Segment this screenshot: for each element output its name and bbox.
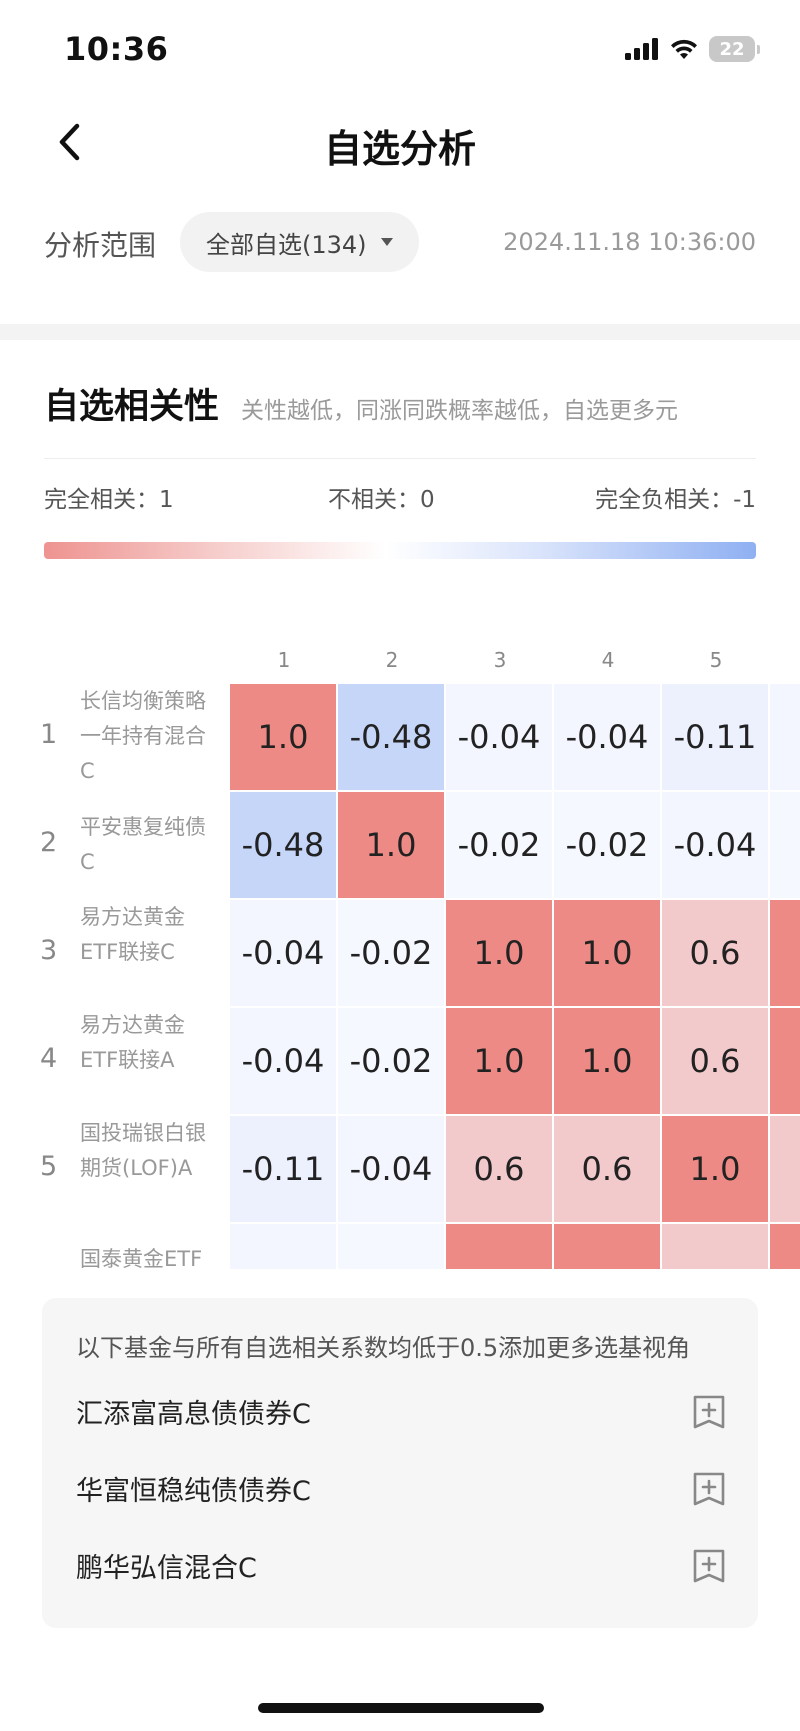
- status-bar: 10:36 22: [0, 0, 800, 100]
- heatmap-cell[interactable]: -0.02: [338, 900, 444, 1006]
- heatmap-cell[interactable]: -0.02: [338, 1008, 444, 1114]
- heatmap-cell[interactable]: [770, 792, 800, 898]
- heatmap-cell[interactable]: -0.11: [230, 1116, 336, 1222]
- section-title: 自选相关性: [44, 387, 220, 427]
- back-button[interactable]: [44, 116, 96, 168]
- heatmap-row-index: 4: [40, 1043, 58, 1074]
- caret-down-icon: [380, 238, 393, 246]
- heatmap-cell[interactable]: 1.0: [554, 900, 660, 1006]
- range-label: 分析范围: [44, 229, 157, 262]
- range-selector[interactable]: 全部自选(134): [180, 212, 419, 272]
- recommend-fund-name: 汇添富高息债债券C: [76, 1398, 311, 1430]
- heatmap-cell[interactable]: -0.04: [230, 1008, 336, 1114]
- heatmap-cell[interactable]: [662, 1224, 768, 1269]
- battery-level: 22: [719, 38, 745, 60]
- heatmap-cell[interactable]: 0.6: [662, 900, 768, 1006]
- page-title: 自选分析: [323, 127, 476, 171]
- heatmap-cell[interactable]: -0.04: [554, 684, 660, 790]
- heatmap-cell[interactable]: [446, 1224, 552, 1269]
- legend-gradient-bar: [44, 542, 756, 559]
- heatmap-cell[interactable]: [554, 1224, 660, 1269]
- analysis-timestamp: 2024.11.18 10:36:00: [503, 228, 756, 256]
- status-icons: 22: [625, 34, 760, 64]
- heatmap-row-name: 国投瑞银白银期货(LOF)A: [80, 1121, 206, 1180]
- legend-negative: 完全负相关：-1: [595, 487, 756, 513]
- heatmap-cell[interactable]: 1.0: [230, 684, 336, 790]
- heatmap-cell[interactable]: -0.48: [338, 684, 444, 790]
- heatmap-column-index: 5: [709, 648, 723, 672]
- divider: [44, 458, 756, 459]
- heatmap-cell[interactable]: [230, 1224, 336, 1269]
- home-indicator: [258, 1703, 544, 1713]
- heatmap-row-index: 1: [40, 719, 58, 750]
- heatmap-column-index: 2: [385, 648, 399, 672]
- heatmap-row-name: 国泰黄金ETF: [80, 1247, 203, 1269]
- legend-positive: 完全相关：1: [44, 487, 174, 513]
- recommend-tip: 以下基金与所有自选相关系数均低于0.5添加更多选基视角: [76, 1334, 691, 1362]
- analysis-range-row: 分析范围 全部自选(134) 2024.11.18 10:36:00: [0, 210, 800, 274]
- heatmap-cell[interactable]: -0.04: [230, 900, 336, 1006]
- heatmap-cell[interactable]: 1.0: [554, 1008, 660, 1114]
- heatmap-row-index: 2: [40, 827, 58, 858]
- heatmap-cell[interactable]: [770, 900, 800, 1006]
- battery-icon: 22: [709, 36, 755, 62]
- heatmap-row-name: 易方达黄金ETF联接A: [80, 1013, 185, 1072]
- heatmap-cell[interactable]: [770, 1224, 800, 1269]
- heatmap-cell[interactable]: 1.0: [446, 900, 552, 1006]
- bookmark-add-icon[interactable]: [692, 1548, 726, 1584]
- heatmap-cell[interactable]: -0.02: [446, 792, 552, 898]
- heatmap-row-name: 易方达黄金ETF联接C: [80, 905, 185, 964]
- range-selector-value: 全部自选(134): [206, 230, 367, 259]
- heatmap-row-index: 5: [40, 1151, 58, 1182]
- recommend-item[interactable]: 汇添富高息债债券C: [76, 1381, 726, 1441]
- bookmark-add-icon[interactable]: [692, 1471, 726, 1507]
- recommend-item[interactable]: 鹏华弘信混合C: [76, 1535, 726, 1595]
- heatmap-cell[interactable]: -0.48: [230, 792, 336, 898]
- heatmap-column-index: 4: [601, 648, 615, 672]
- section-subtitle: 关性越低，同涨同跌概率越低，自选更多元: [241, 398, 679, 424]
- heatmap-column-index: 1: [277, 648, 291, 672]
- heatmap-cell[interactable]: -0.04: [446, 684, 552, 790]
- battery-cap: [757, 44, 760, 54]
- recommend-fund-name: 华富恒稳纯债债券C: [76, 1475, 311, 1507]
- heatmap-cell[interactable]: [770, 684, 800, 790]
- heatmap-cell[interactable]: 1.0: [446, 1008, 552, 1114]
- heatmap-cell[interactable]: 0.6: [554, 1116, 660, 1222]
- recommend-card: 以下基金与所有自选相关系数均低于0.5添加更多选基视角 汇添富高息债债券C 华富…: [42, 1298, 758, 1628]
- heatmap-column-index: 3: [493, 648, 507, 672]
- heatmap-cell[interactable]: 0.6: [662, 1008, 768, 1114]
- wifi-icon: [671, 39, 697, 59]
- heatmap-cell[interactable]: 1.0: [338, 792, 444, 898]
- heatmap-cell[interactable]: -0.02: [554, 792, 660, 898]
- nav-bar: 自选分析: [0, 100, 800, 186]
- section-separator: [0, 324, 800, 340]
- recommend-fund-name: 鹏华弘信混合C: [76, 1552, 257, 1584]
- heatmap-cell[interactable]: [338, 1224, 444, 1269]
- correlation-heatmap[interactable]: 1.0 -0.48 -0.04 -0.04 -0.11 -0.48 1.0 -0.02 -0.0…: [230, 684, 800, 1269]
- recommend-item[interactable]: 华富恒稳纯债债券C: [76, 1458, 726, 1518]
- status-time: 10:36: [64, 30, 169, 68]
- correlation-legend: 完全相关：1 不相关：0 完全负相关：-1: [44, 480, 756, 516]
- signal-icon: [625, 38, 658, 60]
- heatmap-cell[interactable]: -0.04: [338, 1116, 444, 1222]
- heatmap-cell[interactable]: [770, 1008, 800, 1114]
- heatmap-cell[interactable]: -0.04: [662, 792, 768, 898]
- heatmap-row-labels: 1 长信均衡策略一年持有混合C 2 平安惠复纯债C 3 易方达黄金ETF联接C 4 易方达黄金…: [0, 684, 230, 1269]
- chevron-left-icon: [59, 123, 80, 161]
- heatmap-cell[interactable]: [770, 1116, 800, 1222]
- heatmap-row-name: 长信均衡策略一年持有混合C: [80, 689, 206, 783]
- heatmap-row-index: 3: [40, 935, 58, 966]
- legend-zero: 不相关：0: [328, 487, 435, 513]
- heatmap-cell[interactable]: -0.11: [662, 684, 768, 790]
- heatmap-cell[interactable]: 1.0: [662, 1116, 768, 1222]
- bookmark-add-icon[interactable]: [692, 1394, 726, 1430]
- correlation-header: 自选相关性 关性越低，同涨同跌概率越低，自选更多元: [44, 378, 678, 429]
- heatmap-row-name: 平安惠复纯债C: [80, 815, 206, 874]
- heatmap-cell[interactable]: 0.6: [446, 1116, 552, 1222]
